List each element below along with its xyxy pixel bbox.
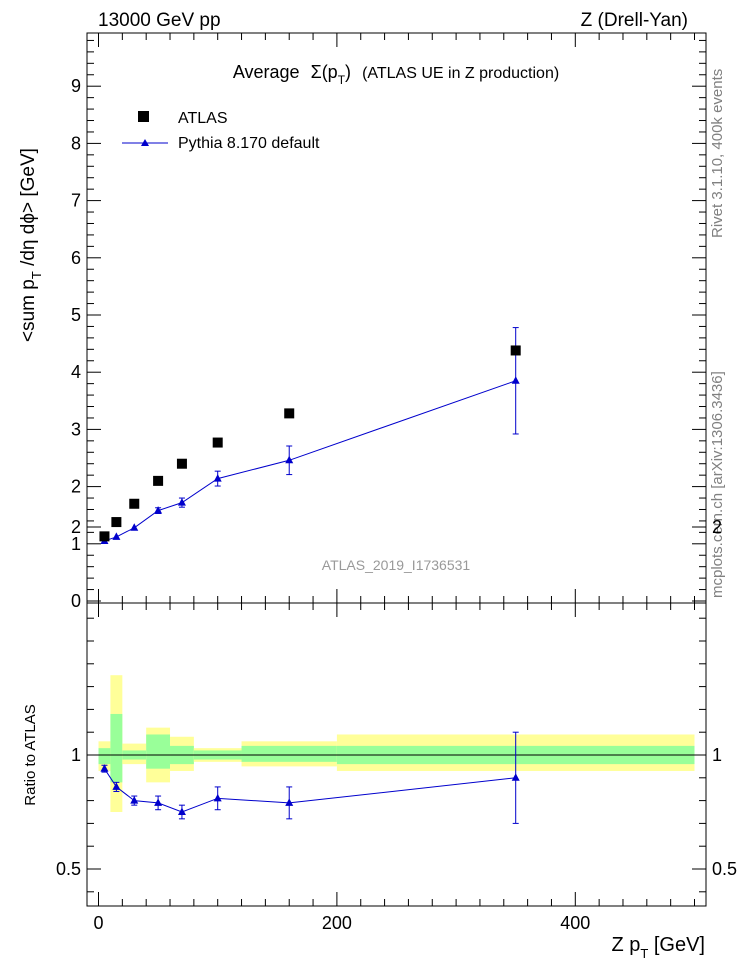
title-close: ) xyxy=(345,62,351,82)
atlas-point xyxy=(111,517,122,528)
process-label: Z (Drell-Yan) xyxy=(581,10,688,31)
main-data xyxy=(99,327,521,544)
main-y-tick-label: 3 xyxy=(71,419,81,439)
ratio-y-tick-label: 2 xyxy=(71,517,81,537)
legend-marker-atlas xyxy=(138,111,149,122)
main-y-tick-label: 5 xyxy=(71,305,81,325)
xlabel-part-1: Z p xyxy=(611,934,640,956)
legend-label-pythia: Pythia 8.170 default xyxy=(178,135,320,152)
ratio-point xyxy=(511,773,520,781)
energy-label: 13000 GeV pp xyxy=(98,10,221,31)
pythia-point xyxy=(285,455,294,464)
pythia-point xyxy=(112,532,121,540)
atlas-point xyxy=(510,345,521,356)
xlabel-part-2: [GeV] xyxy=(648,934,705,956)
ratio-y-axis: 0.5 0.51 12 2 xyxy=(56,517,737,893)
main-x-axis-ticks xyxy=(98,33,695,603)
ratio-x-tick-label: 200 xyxy=(322,913,352,933)
title-symbol: Σ(p xyxy=(311,62,338,82)
ylabel-part-sub: T xyxy=(29,271,44,279)
ratio-y-tick-label-right: 1 xyxy=(712,745,722,765)
main-y-tick-label: 9 xyxy=(71,76,81,96)
ratio-x-axis: 0 200 400 xyxy=(93,603,695,933)
atlas-point xyxy=(99,531,110,542)
ratio-point xyxy=(154,798,163,806)
ratio-point xyxy=(100,764,109,772)
main-y-tick-label: 8 xyxy=(71,133,81,153)
ratio-y-label: Ratio to ATLAS xyxy=(22,704,39,805)
ratio-band-green xyxy=(110,713,123,783)
atlas-point xyxy=(284,408,295,419)
title-prefix: Average xyxy=(233,62,300,82)
ratio-y-tick-label-right: 2 xyxy=(712,517,722,537)
ratio-y-tick-label: 0.5 xyxy=(56,859,81,879)
pythia-point xyxy=(511,376,520,384)
legend-label-atlas: ATLAS xyxy=(178,110,228,127)
xlabel-part-sub: T xyxy=(640,946,648,961)
ratio-band-green xyxy=(146,734,171,769)
ratio-point xyxy=(112,782,121,790)
ylabel-part-2: /dη dϕ> [GeV] xyxy=(18,148,39,271)
pythia-line xyxy=(104,380,516,542)
legend-marker-pythia xyxy=(141,139,149,146)
ratio-x-tick-label: 0 xyxy=(93,913,103,933)
main-y-tick-label: 4 xyxy=(71,362,81,382)
ratio-point xyxy=(285,798,294,806)
main-y-tick-label: 2 xyxy=(71,477,81,497)
ratio-point xyxy=(177,807,186,815)
ratio-data xyxy=(100,731,520,824)
atlas-point xyxy=(129,498,140,509)
main-y-tick-label: 1 xyxy=(71,534,81,554)
title-suffix: (ATLAS UE in Z production) xyxy=(362,65,559,82)
pythia-point xyxy=(213,474,222,482)
ylabel-part-1: <sum p xyxy=(18,279,39,342)
ratio-y-tick-label: 1 xyxy=(71,745,81,765)
ratio-bands xyxy=(98,675,695,812)
ratio-point xyxy=(130,796,139,804)
ratio-point xyxy=(213,793,222,802)
atlas-point xyxy=(176,458,187,469)
ratio-band-green xyxy=(241,745,337,762)
ratio-y-tick-label-right: 0.5 xyxy=(712,859,737,879)
x-axis-label: Z pT [GeV] xyxy=(611,934,705,961)
analysis-watermark: ATLAS_2019_I1736531 xyxy=(322,557,471,573)
main-y-tick-label: 0 xyxy=(71,591,81,611)
title-sub: T xyxy=(338,73,346,87)
rivet-label: Rivet 3.1.10, 400k events xyxy=(709,69,726,238)
main-title: Average Σ(pT) (ATLAS UE in Z production) xyxy=(233,62,559,87)
main-y-tick-label: 7 xyxy=(71,191,81,211)
pythia-point xyxy=(154,506,163,514)
atlas-point xyxy=(153,475,164,486)
main-y-tick-label: 6 xyxy=(71,248,81,268)
legend: ATLAS Pythia 8.170 default xyxy=(122,110,320,152)
ratio-band-green xyxy=(98,748,111,765)
ratio-x-tick-label: 400 xyxy=(560,913,590,933)
atlas-point xyxy=(212,437,223,448)
pythia-point xyxy=(177,498,186,506)
pythia-point xyxy=(130,523,139,531)
main-y-label: <sum pT /dη dϕ> [GeV] xyxy=(18,148,44,342)
mcplots-label: mcplots.cern.ch [arXiv:1306.3436] xyxy=(709,371,726,598)
